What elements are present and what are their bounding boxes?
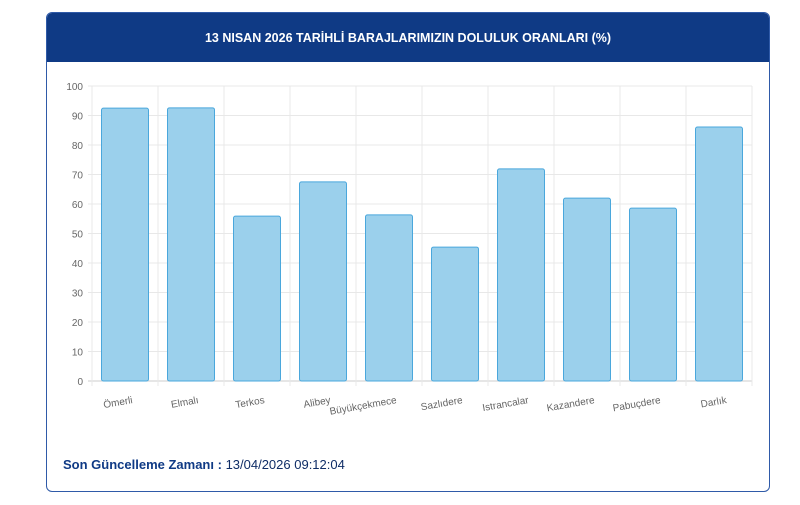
bar [497,168,545,382]
bar [629,207,677,382]
x-tick-label: Pabuçdere [612,395,662,414]
y-tick-label: 0 [77,377,83,388]
x-tick-label: Ömerli [102,394,133,411]
y-tick-label: 100 [66,82,83,93]
x-tick-label: Terkos [235,395,266,411]
y-tick-label: 40 [72,259,84,270]
bar [695,126,743,382]
bar [431,246,479,382]
bar [563,197,611,382]
bar [365,214,413,382]
bar [101,107,149,382]
bar [299,181,347,382]
y-tick-label: 30 [72,289,84,300]
x-tick-label: Darlık [700,395,729,411]
y-tick-label: 90 [72,112,84,123]
last-update-label: Son Güncelleme Zamanı : [63,457,222,472]
y-tick-label: 70 [72,171,84,182]
x-tick-label: Kazandere [546,395,596,414]
chart-title: 13 NISAN 2026 TARİHLİ BARAJLARIMIZIN DOL… [47,13,769,62]
x-tick-label: Istrancalar [482,395,531,414]
bar [167,107,215,382]
last-update-value: 13/04/2026 09:12:04 [225,457,345,472]
y-tick-label: 50 [72,230,84,241]
x-tick-label: Alibey [303,395,332,411]
y-tick-label: 60 [72,200,84,211]
y-tick-label: 20 [72,318,84,329]
bar [233,215,281,382]
x-tick-label: Sazlıdere [420,395,464,413]
y-tick-label: 80 [72,141,84,152]
x-tick-label: Elmalı [170,395,199,411]
x-tick-label: Büyükçekmece [329,395,398,418]
y-tick-label: 10 [72,348,84,359]
last-update: Son Güncelleme Zamanı : 13/04/2026 09:12… [63,457,345,472]
